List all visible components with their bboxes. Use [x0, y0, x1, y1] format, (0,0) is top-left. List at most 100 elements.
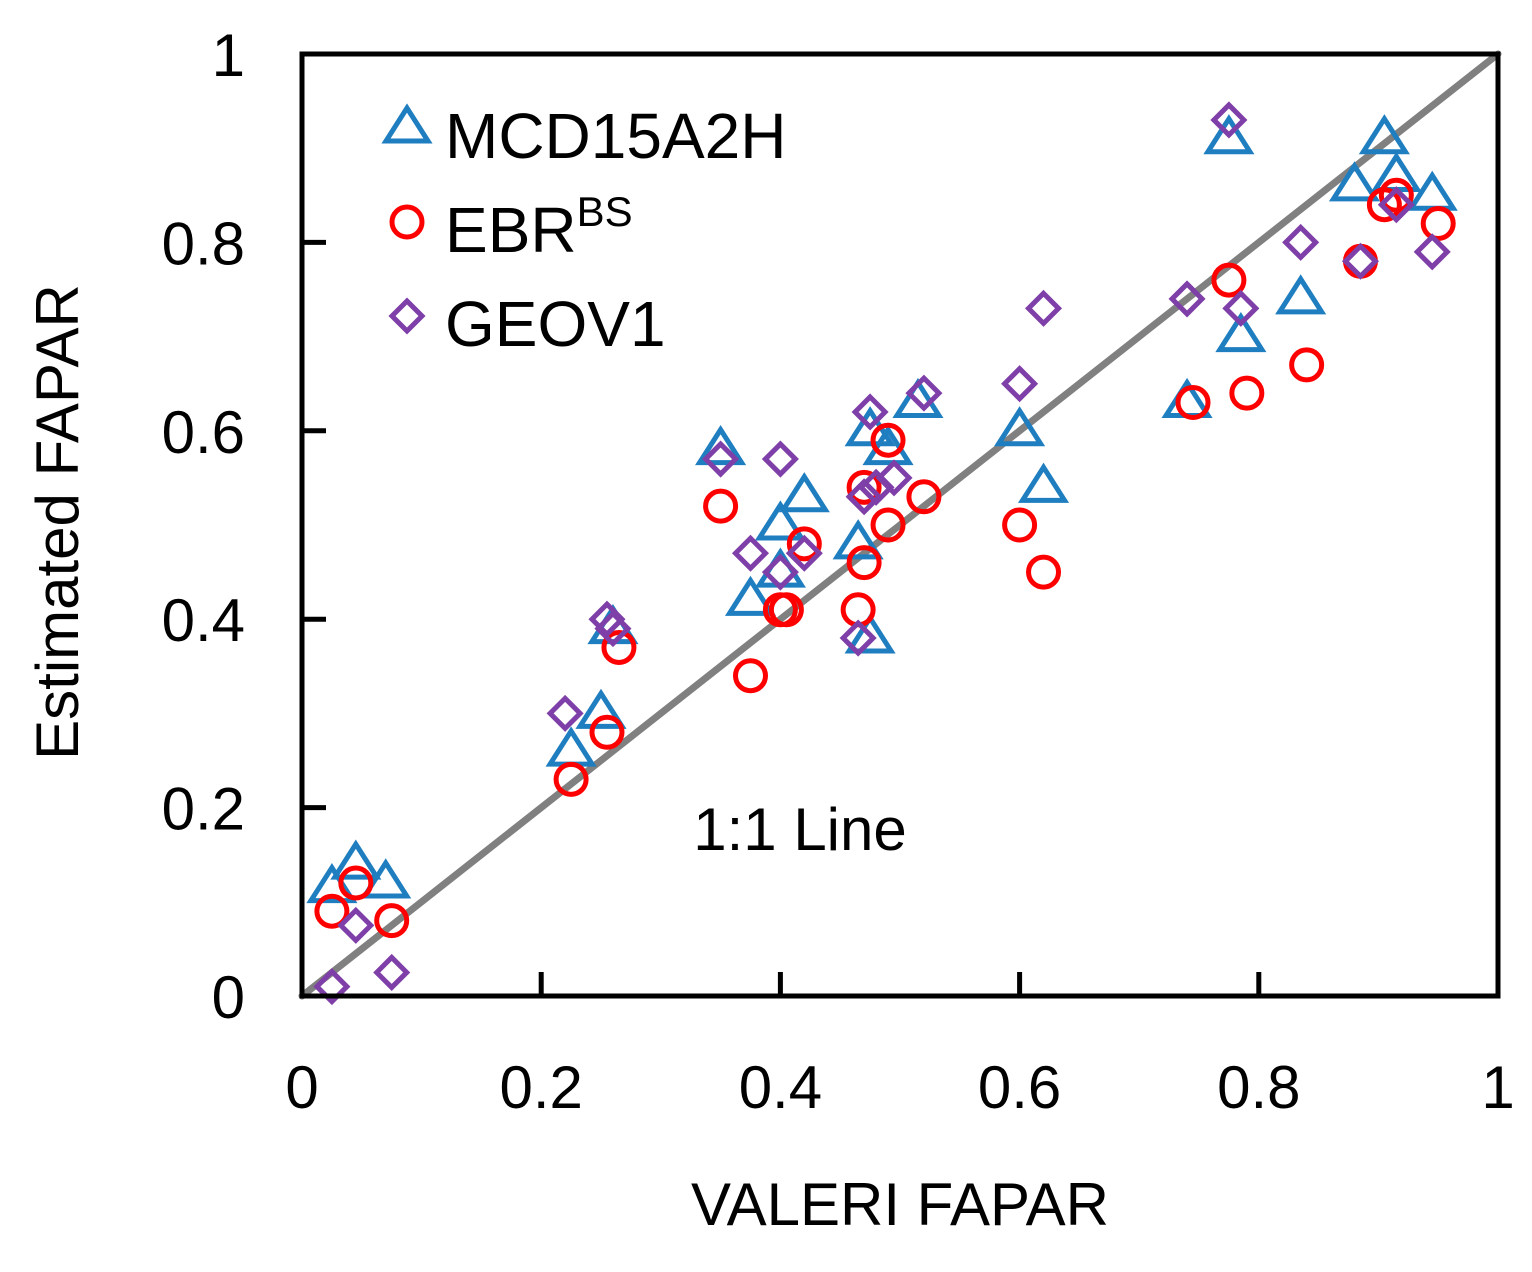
- circle-point: [1002, 507, 1038, 543]
- diamond-point: [373, 953, 411, 991]
- circle-point: [906, 479, 942, 515]
- diamond-point: [594, 610, 632, 648]
- x-tick-label: 0: [285, 1054, 318, 1121]
- x-tick-labels: 0 0.2 0.4 0.6 0.8 1: [285, 1054, 1514, 1121]
- triangle-point: [1328, 161, 1381, 202]
- legend-item: EBRBS: [389, 188, 633, 266]
- circle-point: [374, 903, 410, 939]
- circle-point: [589, 714, 625, 750]
- triangle-point: [844, 613, 896, 654]
- circle-point: [1229, 375, 1265, 411]
- circle-point: [338, 865, 374, 901]
- y-tick-labels: 0 0.2 0.4 0.6 0.8 1: [162, 22, 245, 1031]
- triangle-point: [892, 377, 944, 419]
- data-points: [306, 101, 1458, 1006]
- circle-point: [1289, 347, 1325, 383]
- triangle-point: [545, 726, 597, 767]
- legend-circle-icon: [389, 204, 425, 240]
- x-tick-label: 1: [1481, 1054, 1514, 1121]
- diamond-point: [546, 694, 584, 732]
- diamond-point: [851, 393, 889, 431]
- circle-point: [1342, 243, 1378, 279]
- diamond-point: [845, 478, 883, 516]
- circle-point: [846, 469, 882, 505]
- circle-point: [1378, 177, 1414, 213]
- triangle-point: [1358, 114, 1410, 155]
- triangle-point: [360, 858, 412, 899]
- triangle-point: [754, 500, 806, 541]
- circle-point: [870, 507, 906, 543]
- diamond-point: [761, 440, 799, 478]
- diamond-point: [761, 553, 799, 591]
- triangle-point: [832, 519, 884, 560]
- circle-point: [768, 592, 804, 628]
- circle-point: [1026, 554, 1062, 590]
- legend: MCD15A2H EBRBS GEOV1: [381, 100, 786, 360]
- circle-point: [703, 488, 739, 524]
- y-tick-label: 1: [212, 22, 245, 89]
- diamond-point: [875, 459, 913, 497]
- diamond-point: [1282, 223, 1320, 261]
- y-tick-label: 0.4: [162, 587, 245, 654]
- circle-point: [553, 761, 589, 797]
- x-tick-label: 0.2: [499, 1054, 582, 1121]
- legend-diamond-icon: [388, 297, 426, 335]
- triangle-point: [778, 472, 830, 513]
- y-tick-label: 0: [212, 964, 245, 1031]
- circle-point: [1211, 262, 1247, 298]
- y-tick-label: 0.6: [162, 399, 245, 466]
- triangle-point: [724, 575, 777, 616]
- circle-point: [1420, 206, 1456, 242]
- diamond-point: [1024, 289, 1063, 327]
- triangle-point: [1215, 311, 1267, 353]
- triangle-point: [575, 688, 627, 729]
- y-tick-label: 0.2: [162, 776, 245, 843]
- circle-point: [314, 893, 350, 929]
- diamond-point: [1341, 242, 1379, 280]
- diamond-point: [839, 619, 877, 657]
- triangle-point: [862, 424, 914, 466]
- circle-point: [1175, 385, 1211, 421]
- y-tick-label: 0.8: [162, 210, 245, 277]
- triangle-point: [1275, 274, 1327, 315]
- triangle-point: [1203, 114, 1255, 155]
- circle-point: [786, 526, 822, 562]
- plot-frame: [299, 51, 1501, 999]
- circle-point: [846, 545, 882, 581]
- legend-label: GEOV1: [445, 288, 666, 360]
- triangle-point: [994, 406, 1046, 447]
- legend-item: MCD15A2H: [381, 100, 786, 172]
- y-axis-label: Estimated FAPAR: [24, 284, 91, 760]
- diamond-point: [905, 374, 943, 412]
- legend-item: GEOV1: [388, 288, 666, 360]
- diamond-point: [1168, 280, 1206, 318]
- one-to-one-annotation: 1:1 Line: [693, 796, 907, 863]
- triangle-point: [695, 424, 747, 466]
- circle-point: [870, 422, 906, 458]
- x-tick-label: 0.8: [1217, 1054, 1300, 1121]
- triangle-point: [1017, 462, 1070, 503]
- diamond-point: [785, 534, 823, 572]
- diamond-point: [313, 968, 351, 1006]
- triangle-point: [330, 839, 382, 880]
- diamond-point: [702, 440, 740, 478]
- x-tick-label: 0.4: [739, 1054, 822, 1121]
- x-tick-label: 0.6: [978, 1054, 1061, 1121]
- legend-label: MCD15A2H: [445, 100, 786, 172]
- legend-triangle-icon: [381, 103, 433, 144]
- circle-point: [733, 658, 768, 694]
- circle-point: [601, 629, 637, 665]
- x-axis-label: VALERI FAPAR: [691, 1171, 1109, 1238]
- diamond-point: [1210, 101, 1248, 139]
- diamond-point: [1001, 365, 1039, 403]
- legend-label: EBRBS: [445, 188, 633, 266]
- diamond-point: [1222, 289, 1260, 327]
- diamond-point: [1413, 233, 1451, 271]
- one-to-one-line: [298, 50, 1502, 1000]
- diamond-point: [1377, 186, 1415, 224]
- triangle-point: [1370, 151, 1422, 192]
- diamond-point: [731, 534, 770, 572]
- diamond-point: [337, 906, 375, 944]
- series-geov1: [313, 101, 1451, 1006]
